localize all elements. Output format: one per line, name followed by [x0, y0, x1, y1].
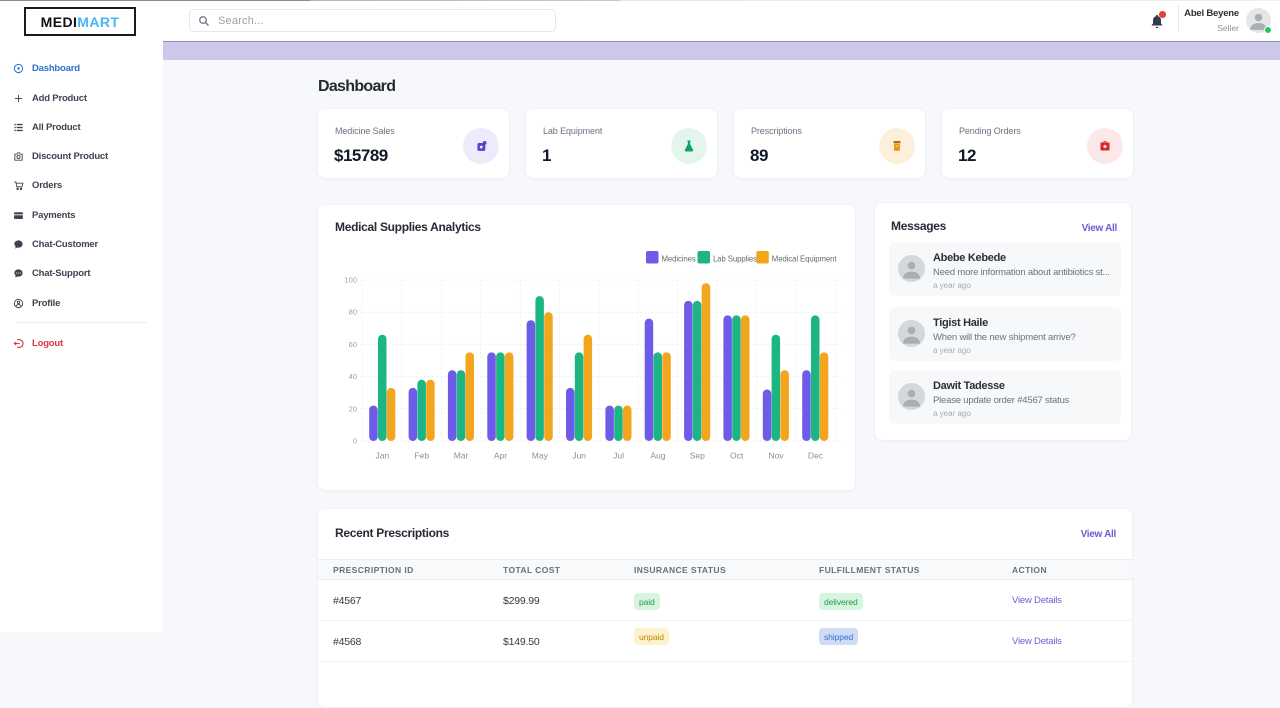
svg-text:May: May [532, 451, 549, 461]
svg-text:Apr: Apr [494, 451, 507, 461]
svg-text:Dec: Dec [808, 451, 824, 461]
svg-text:80: 80 [349, 308, 357, 317]
svg-text:20: 20 [349, 404, 357, 413]
svg-text:60: 60 [349, 340, 357, 349]
svg-text:Aug: Aug [650, 451, 665, 461]
svg-text:Jun: Jun [572, 451, 586, 461]
svg-text:Feb: Feb [414, 451, 429, 461]
svg-text:Sep: Sep [690, 451, 705, 461]
svg-text:Oct: Oct [730, 451, 744, 461]
svg-text:Jul: Jul [613, 451, 624, 461]
svg-text:Jan: Jan [376, 451, 390, 461]
svg-text:Lab Supplies: Lab Supplies [713, 255, 757, 264]
svg-text:Medicines: Medicines [662, 255, 696, 264]
svg-text:Nov: Nov [768, 451, 784, 461]
svg-text:Medical Equipment: Medical Equipment [772, 255, 838, 264]
svg-text:Mar: Mar [454, 451, 469, 461]
svg-text:100: 100 [344, 276, 357, 285]
svg-text:40: 40 [349, 372, 357, 381]
svg-text:0: 0 [353, 437, 357, 446]
